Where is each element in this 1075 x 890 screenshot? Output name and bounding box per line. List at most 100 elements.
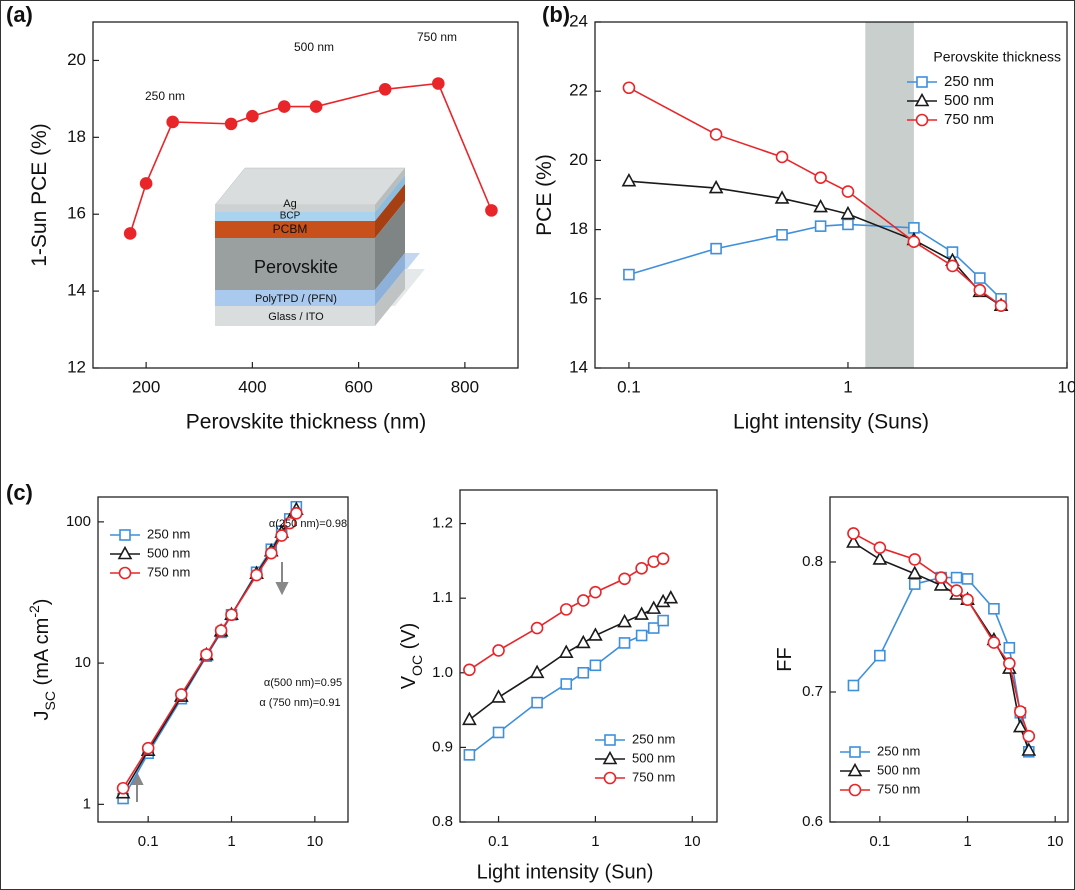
data-point bbox=[623, 268, 635, 281]
inset-layer bbox=[215, 306, 375, 326]
legend-marker bbox=[603, 771, 617, 785]
y-axis-label-part: V bbox=[398, 675, 420, 689]
y-tick-label: 22 bbox=[569, 81, 588, 100]
panel-label: (b) bbox=[542, 2, 570, 27]
inset-side bbox=[375, 269, 405, 326]
y-tick-label: 1.1 bbox=[432, 589, 453, 606]
y-tick-label: 20 bbox=[569, 150, 588, 169]
data-point bbox=[774, 190, 790, 204]
data-point bbox=[946, 259, 959, 273]
shaded-region bbox=[865, 22, 914, 368]
x-tick-label: 0.1 bbox=[617, 377, 641, 396]
data-point bbox=[492, 726, 505, 739]
y-tick-label: 1 bbox=[83, 795, 91, 812]
data-point bbox=[840, 205, 856, 220]
y-tick-label: 100 bbox=[66, 513, 91, 530]
y-tick-label: 24 bbox=[569, 11, 588, 30]
x-tick-label: 800 bbox=[451, 377, 479, 396]
y-axis-label-part: J bbox=[31, 710, 53, 720]
legend-marker bbox=[916, 76, 928, 88]
x-tick-label: 200 bbox=[132, 377, 160, 396]
plot-frame bbox=[459, 489, 718, 823]
data-point bbox=[974, 272, 986, 284]
y-axis-label-part: ) bbox=[31, 599, 53, 606]
data-point bbox=[166, 115, 179, 129]
inset-layer bbox=[215, 290, 375, 306]
annotation: 750 nm bbox=[417, 30, 457, 44]
data-point bbox=[646, 600, 662, 614]
data-point bbox=[635, 629, 648, 642]
data-point bbox=[378, 82, 392, 96]
y-tick-label: 0.7 bbox=[802, 683, 823, 700]
y-tick-label: 16 bbox=[67, 204, 86, 223]
legend-title: Perovskite thickness bbox=[933, 49, 1061, 65]
y-axis-label-part: FF bbox=[774, 647, 796, 671]
legend-label: 750 nm bbox=[944, 111, 994, 128]
data-point bbox=[994, 299, 1008, 313]
data-point bbox=[577, 594, 590, 607]
series-line bbox=[468, 557, 664, 671]
data-point bbox=[656, 552, 670, 565]
data-point bbox=[531, 696, 543, 709]
data-point bbox=[841, 185, 855, 198]
y-axis-label: 1-Sun PCE (%) bbox=[28, 123, 51, 267]
data-point bbox=[141, 741, 155, 755]
legend-marker bbox=[849, 746, 861, 758]
legend-marker bbox=[117, 545, 133, 560]
data-point bbox=[463, 749, 476, 761]
data-point bbox=[1014, 705, 1027, 718]
y-axis-label-part: -2 bbox=[26, 605, 42, 618]
data-point bbox=[776, 228, 788, 241]
y-axis-label-part: (V) bbox=[398, 623, 420, 655]
data-point bbox=[842, 218, 854, 231]
annotation: 250 nm bbox=[145, 89, 185, 103]
inset-layer bbox=[215, 212, 375, 221]
series-line bbox=[129, 82, 493, 234]
panel-label: (c) bbox=[6, 480, 33, 505]
y-tick-label: 10 bbox=[74, 654, 91, 671]
data-point bbox=[847, 527, 860, 540]
inset-label: Ag bbox=[283, 198, 296, 210]
data-point bbox=[1021, 742, 1037, 756]
x-tick-label: 600 bbox=[344, 377, 372, 396]
data-point bbox=[529, 664, 545, 679]
legend-label: 500 nm bbox=[147, 545, 190, 560]
data-point bbox=[1003, 657, 1016, 670]
y-axis-label: JSC (mA cm-2) bbox=[26, 599, 58, 721]
data-point bbox=[485, 204, 498, 217]
data-point bbox=[908, 578, 921, 590]
legend-label: 250 nm bbox=[944, 73, 994, 90]
data-point bbox=[588, 627, 603, 641]
arrow-head bbox=[275, 582, 289, 596]
y-tick-label: 0.9 bbox=[432, 738, 453, 755]
y-axis-label-part: SC bbox=[42, 691, 58, 710]
data-point bbox=[224, 117, 238, 131]
data-point bbox=[622, 81, 636, 95]
data-point bbox=[1012, 718, 1028, 733]
x-tick-label: 400 bbox=[238, 377, 266, 396]
annotation: α (750 nm)=0.91 bbox=[259, 697, 340, 709]
data-point bbox=[907, 235, 921, 249]
y-axis-label: VOC (V) bbox=[398, 623, 424, 690]
data-point bbox=[813, 198, 828, 213]
chart-panel: 0.1 1 10 0.6 0.7 0.8 FF 250 nm 500 nm 750 nm bbox=[774, 496, 1069, 850]
legend-marker bbox=[847, 762, 863, 777]
x-tick-label: 0.1 bbox=[138, 833, 159, 850]
legend-marker bbox=[118, 566, 132, 580]
data-point bbox=[277, 100, 291, 113]
data-point bbox=[933, 577, 949, 591]
y-tick-label: 0.8 bbox=[802, 553, 823, 570]
inset-top-face bbox=[214, 167, 406, 206]
chart-panel: 0.1 1 10 14 16 18 20 22 24 Light intensity (Suns)… bbox=[533, 2, 1075, 434]
x-tick-label: 10 bbox=[306, 833, 323, 850]
x-axis-label: Light intensity (Suns) bbox=[733, 411, 929, 434]
legend-label: 500 nm bbox=[944, 92, 994, 109]
y-tick-label: 14 bbox=[67, 281, 86, 300]
x-tick-label: 1 bbox=[591, 833, 599, 850]
device-inset: Ag BCP PCBM Perovskite PolyTPD / (PFN) G… bbox=[214, 167, 425, 326]
data-point bbox=[961, 593, 974, 607]
y-tick-label: 1.2 bbox=[432, 515, 453, 532]
data-point bbox=[950, 584, 963, 597]
legend-marker bbox=[604, 734, 616, 746]
